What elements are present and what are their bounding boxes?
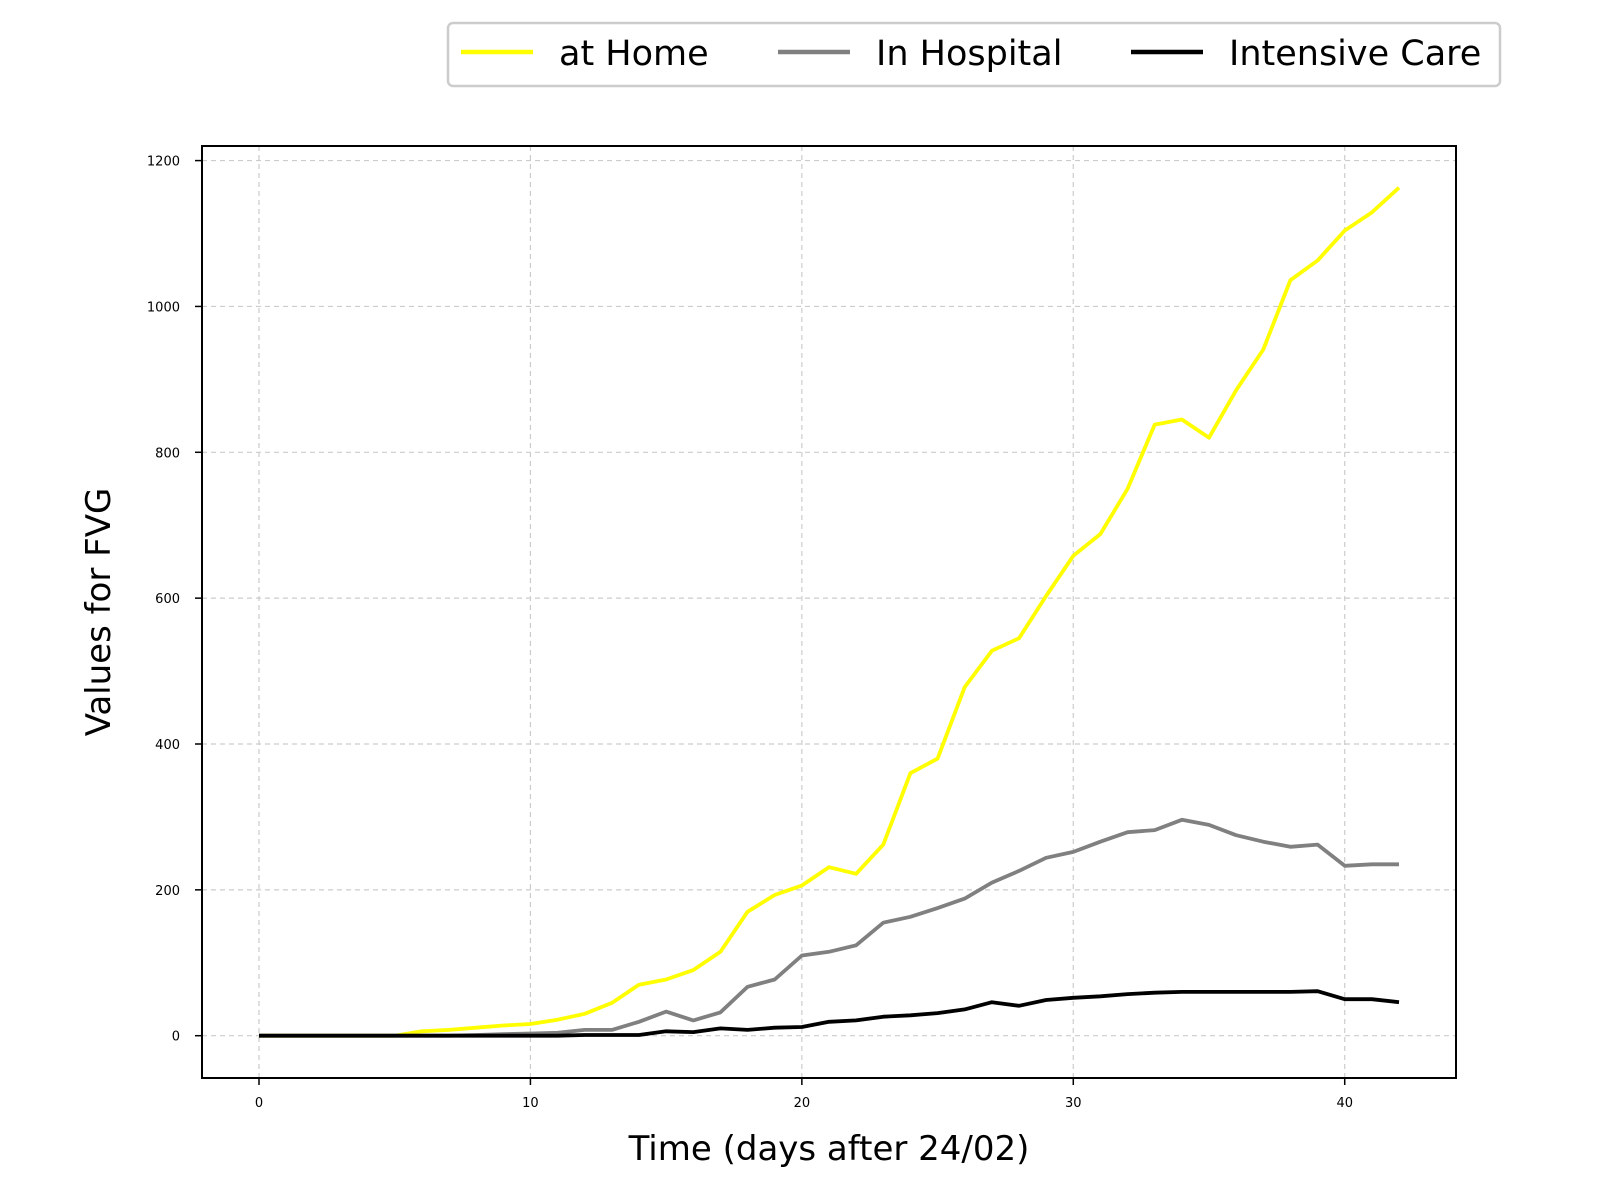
legend-label-in-hospital: In Hospital — [876, 34, 1062, 74]
x-tick-label: 40 — [1336, 1096, 1353, 1111]
grid — [202, 146, 1456, 1078]
x-tick-label: 10 — [522, 1096, 539, 1111]
x-tick-label: 30 — [1065, 1096, 1082, 1111]
legend-label-at-home: at Home — [559, 34, 709, 74]
y-tick-label: 1000 — [147, 300, 180, 315]
plot-series — [259, 186, 1401, 1038]
x-axis-title: Time (days after 24/02) — [628, 1129, 1030, 1169]
y-axis-title: Values for FVG — [79, 488, 119, 737]
legend-label-intensive-care: Intensive Care — [1229, 34, 1481, 74]
y-tick-label: 1200 — [147, 155, 180, 170]
legend: at Home In Hospital Intensive Care — [446, 21, 1502, 88]
y-tick-label: 600 — [155, 592, 180, 607]
legend-box — [446, 21, 1502, 88]
legend-items: at Home In Hospital Intensive Care — [461, 34, 1481, 74]
x-axis-ticks: 0 10 20 30 40 — [255, 1078, 1353, 1111]
y-tick-label: 400 — [155, 738, 180, 753]
series-line-intensive-care — [259, 989, 1400, 1038]
y-tick-label: 800 — [155, 446, 180, 461]
y-tick-label: 200 — [155, 884, 180, 899]
plot-frame — [201, 145, 1457, 1079]
x-tick-label: 0 — [255, 1096, 263, 1111]
y-tick-label: 0 — [172, 1030, 180, 1045]
y-axis-ticks: 0 200 400 600 800 1000 1200 — [147, 155, 202, 1045]
series-line-at-home — [259, 186, 1401, 1038]
x-tick-label: 20 — [794, 1096, 811, 1111]
